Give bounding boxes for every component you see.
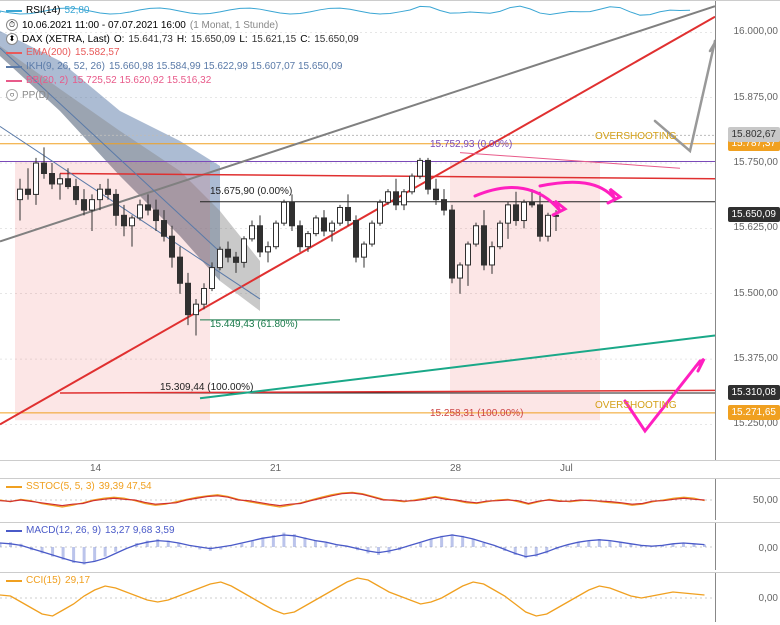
annotation-text: 15.675,90 (0.00%) [210, 186, 292, 197]
annotation-text: OVERSHOOTING [595, 131, 677, 142]
candle-icon: ⬍ [6, 33, 18, 45]
chart-container: RSI(14) 52,80 ⏱ 10.06.2021 11:00 - 07.07… [0, 0, 780, 625]
ohlc-o: 15.641,73 [128, 34, 173, 45]
ohlc-l: 15.621,15 [252, 34, 297, 45]
rsi-legend: RSI(14) 52,80 [6, 5, 89, 16]
cci-y-axis: 0,00 [715, 573, 780, 622]
x-axis-tick: 28 [450, 463, 461, 474]
macd-y-axis: 0,00 [715, 523, 780, 570]
ohlc-h-label: H: [177, 34, 187, 45]
rsi-color-swatch [6, 10, 22, 12]
bb-color-swatch [6, 80, 22, 82]
y-axis-tick: 15.875,00 [734, 92, 779, 103]
price-badge: 15.271,65 [728, 405, 780, 420]
ohlc-c-label: C: [300, 34, 310, 45]
y-axis-tick: 15.625,00 [734, 222, 779, 233]
x-axis: 14 21 28 Jul [0, 460, 780, 478]
macd-values: 13,27 9,68 3,59 [105, 525, 175, 536]
ikh-color-swatch [6, 66, 22, 68]
pp-legend: ○ PP(D) [6, 89, 49, 101]
sstoc-swatch [6, 486, 22, 488]
main-price-panel[interactable]: RSI(14) 52,80 ⏱ 10.06.2021 11:00 - 07.07… [0, 0, 780, 460]
annotation-text: 15.752,93 (0.00%) [430, 139, 512, 150]
ikh-label: IKH(9, 26, 52, 26) [26, 61, 105, 72]
rsi-label: RSI(14) [26, 5, 60, 16]
ikh-legend: IKH(9, 26, 52, 26) 15.660,98 15.584,99 1… [6, 61, 343, 72]
x-axis-tick: Jul [560, 463, 573, 474]
macd-swatch [6, 530, 22, 532]
sstoc-label: SSTOC(5, 5, 3) [26, 481, 95, 492]
sstoc-panel[interactable]: SSTOC(5, 5, 3) 39,39 47,54 50,00 [0, 478, 780, 520]
symbol-title: DAX (XETRA, Last) [22, 34, 110, 45]
y-axis-tick: 15.500,00 [734, 288, 779, 299]
ohlc-c: 15.650,09 [314, 34, 359, 45]
ema-value: 15.582,57 [75, 47, 120, 58]
price-badge: 15.650,09 [728, 207, 780, 222]
ohlc-l-label: L: [239, 34, 247, 45]
y-axis-tick: 15.375,00 [734, 353, 779, 364]
bb-values: 15.725,52 15.620,92 15.516,32 [72, 75, 211, 86]
ema-label: EMA(200) [26, 47, 71, 58]
sstoc-y-axis: 50,00 [715, 479, 780, 520]
price-badge: 15.310,08 [728, 385, 780, 400]
bb-legend: BB(20, 2) 15.725,52 15.620,92 15.516,32 [6, 75, 211, 86]
y-axis-tick: 16.000,00 [734, 26, 779, 37]
macd-label: MACD(12, 26, 9) [26, 525, 101, 536]
sstoc-values: 39,39 47,54 [99, 481, 152, 492]
bb-label: BB(20, 2) [26, 75, 68, 86]
ohlc-h: 15.650,09 [191, 34, 236, 45]
macd-legend: MACD(12, 26, 9) 13,27 9,68 3,59 [6, 525, 175, 536]
macd-panel[interactable]: MACD(12, 26, 9) 13,27 9,68 3,59 0,00 [0, 522, 780, 570]
cci-label: CCI(15) [26, 575, 61, 586]
ema-legend: EMA(200) 15.582,57 [6, 47, 120, 58]
cci-svg [0, 573, 715, 623]
price-badge: 15.802,67 [728, 127, 780, 142]
annotation-text: 15.449,43 (61.80%) [210, 319, 298, 330]
rsi-value: 52,80 [64, 5, 89, 16]
cci-panel[interactable]: CCI(15) 29,17 0,00 [0, 572, 780, 622]
interval: (1 Monat, 1 Stunde) [190, 20, 278, 31]
clock-icon: ⏱ [6, 19, 18, 31]
cci-legend: CCI(15) 29,17 [6, 575, 90, 586]
ema-color-swatch [6, 52, 22, 54]
cci-swatch [6, 580, 22, 582]
pp-label: PP(D) [22, 90, 49, 101]
cci-ytick: 0,00 [759, 593, 778, 604]
symbol-legend: ⬍ DAX (XETRA, Last) O:15.641,73 H: 15.650… [6, 33, 359, 45]
annotation-text: 15.309,44 (100.00%) [160, 382, 253, 393]
sstoc-legend: SSTOC(5, 5, 3) 39,39 47,54 [6, 481, 152, 492]
annotation-text: OVERSHOOTING [595, 400, 677, 411]
x-axis-tick: 14 [90, 463, 101, 474]
macd-ytick: 0,00 [759, 543, 778, 554]
pp-icon: ○ [6, 89, 18, 101]
date-legend: ⏱ 10.06.2021 11:00 - 07.07.2021 16:00 (1… [6, 19, 278, 31]
ohlc-o-label: O: [114, 34, 125, 45]
date-range: 10.06.2021 11:00 - 07.07.2021 16:00 [22, 20, 186, 31]
x-axis-tick: 21 [270, 463, 281, 474]
ikh-values: 15.660,98 15.584,99 15.622,99 15.607,07 … [109, 61, 343, 72]
y-axis-tick: 15.750,00 [734, 157, 779, 168]
sstoc-ytick: 50,00 [753, 495, 778, 506]
cci-value: 29,17 [65, 575, 90, 586]
annotation-text: 15.258,31 (100.00%) [430, 408, 523, 419]
y-axis-tick: 15.250,00 [734, 418, 779, 429]
